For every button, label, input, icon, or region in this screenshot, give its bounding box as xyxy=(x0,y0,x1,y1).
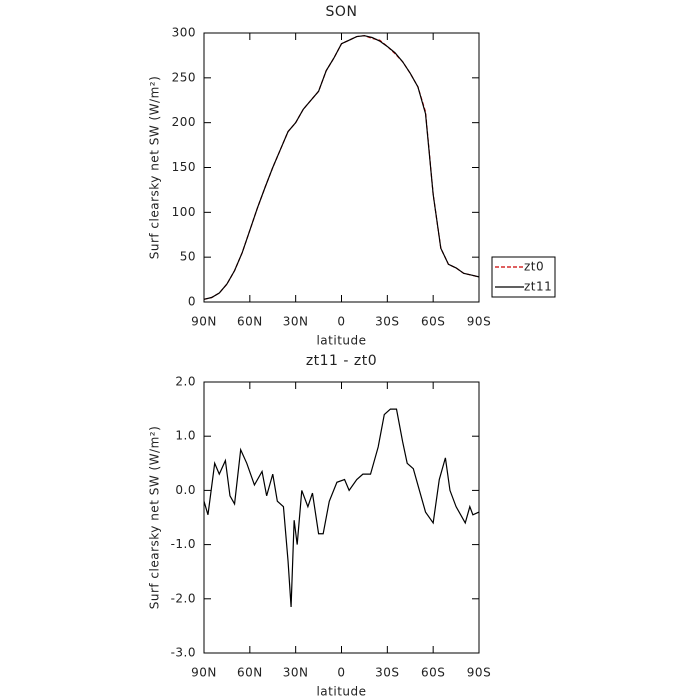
plot-frame xyxy=(203,381,480,654)
y-tick-label: -2.0 xyxy=(171,591,196,605)
y-tick-label: 250 xyxy=(172,70,196,84)
x-axis-label: latitude xyxy=(316,334,366,348)
y-tick-label: 200 xyxy=(172,115,196,129)
plot-frame xyxy=(203,32,480,303)
x-tick-label: 30S xyxy=(375,315,399,329)
y-tick-label: 2.0 xyxy=(175,375,196,389)
x-tick-label: 90S xyxy=(467,315,491,329)
y-tick-label: 150 xyxy=(172,160,196,174)
legend-label: zt0 xyxy=(524,260,544,274)
x-tick-label: 0 xyxy=(337,315,345,329)
y-tick-label: -3.0 xyxy=(171,646,196,660)
data-line xyxy=(203,408,480,607)
x-tick-label: 60S xyxy=(421,666,445,680)
y-tick-label: 0 xyxy=(188,295,196,309)
x-tick-label: 30N xyxy=(283,666,309,680)
y-tick-label: 1.0 xyxy=(175,429,196,443)
x-tick-label: 30N xyxy=(283,315,309,329)
legend-box xyxy=(491,256,556,298)
x-tick-label: 30S xyxy=(375,666,399,680)
y-axis-label: Surf clearsky net SW (W/m²) xyxy=(148,426,162,610)
y-tick-label: 0.0 xyxy=(175,483,196,497)
chart-title: SON xyxy=(326,4,358,20)
data-line xyxy=(203,35,480,300)
x-tick-label: 90S xyxy=(467,666,491,680)
y-tick-label: -1.0 xyxy=(171,537,196,551)
data-line xyxy=(203,35,480,300)
chart-title: zt11 - zt0 xyxy=(306,353,377,369)
x-tick-label: 60S xyxy=(421,315,445,329)
x-tick-label: 60N xyxy=(237,666,263,680)
y-tick-label: 100 xyxy=(172,205,196,219)
y-tick-label: 300 xyxy=(172,26,196,40)
x-axis-label: latitude xyxy=(316,685,366,699)
y-axis-label: Surf clearsky net SW (W/m²) xyxy=(148,76,162,260)
x-tick-label: 90N xyxy=(191,315,217,329)
y-tick-label: 50 xyxy=(180,250,196,264)
legend-label: zt11 xyxy=(524,280,552,294)
x-tick-label: 90N xyxy=(191,666,217,680)
x-tick-label: 60N xyxy=(237,315,263,329)
x-tick-label: 0 xyxy=(337,666,345,680)
